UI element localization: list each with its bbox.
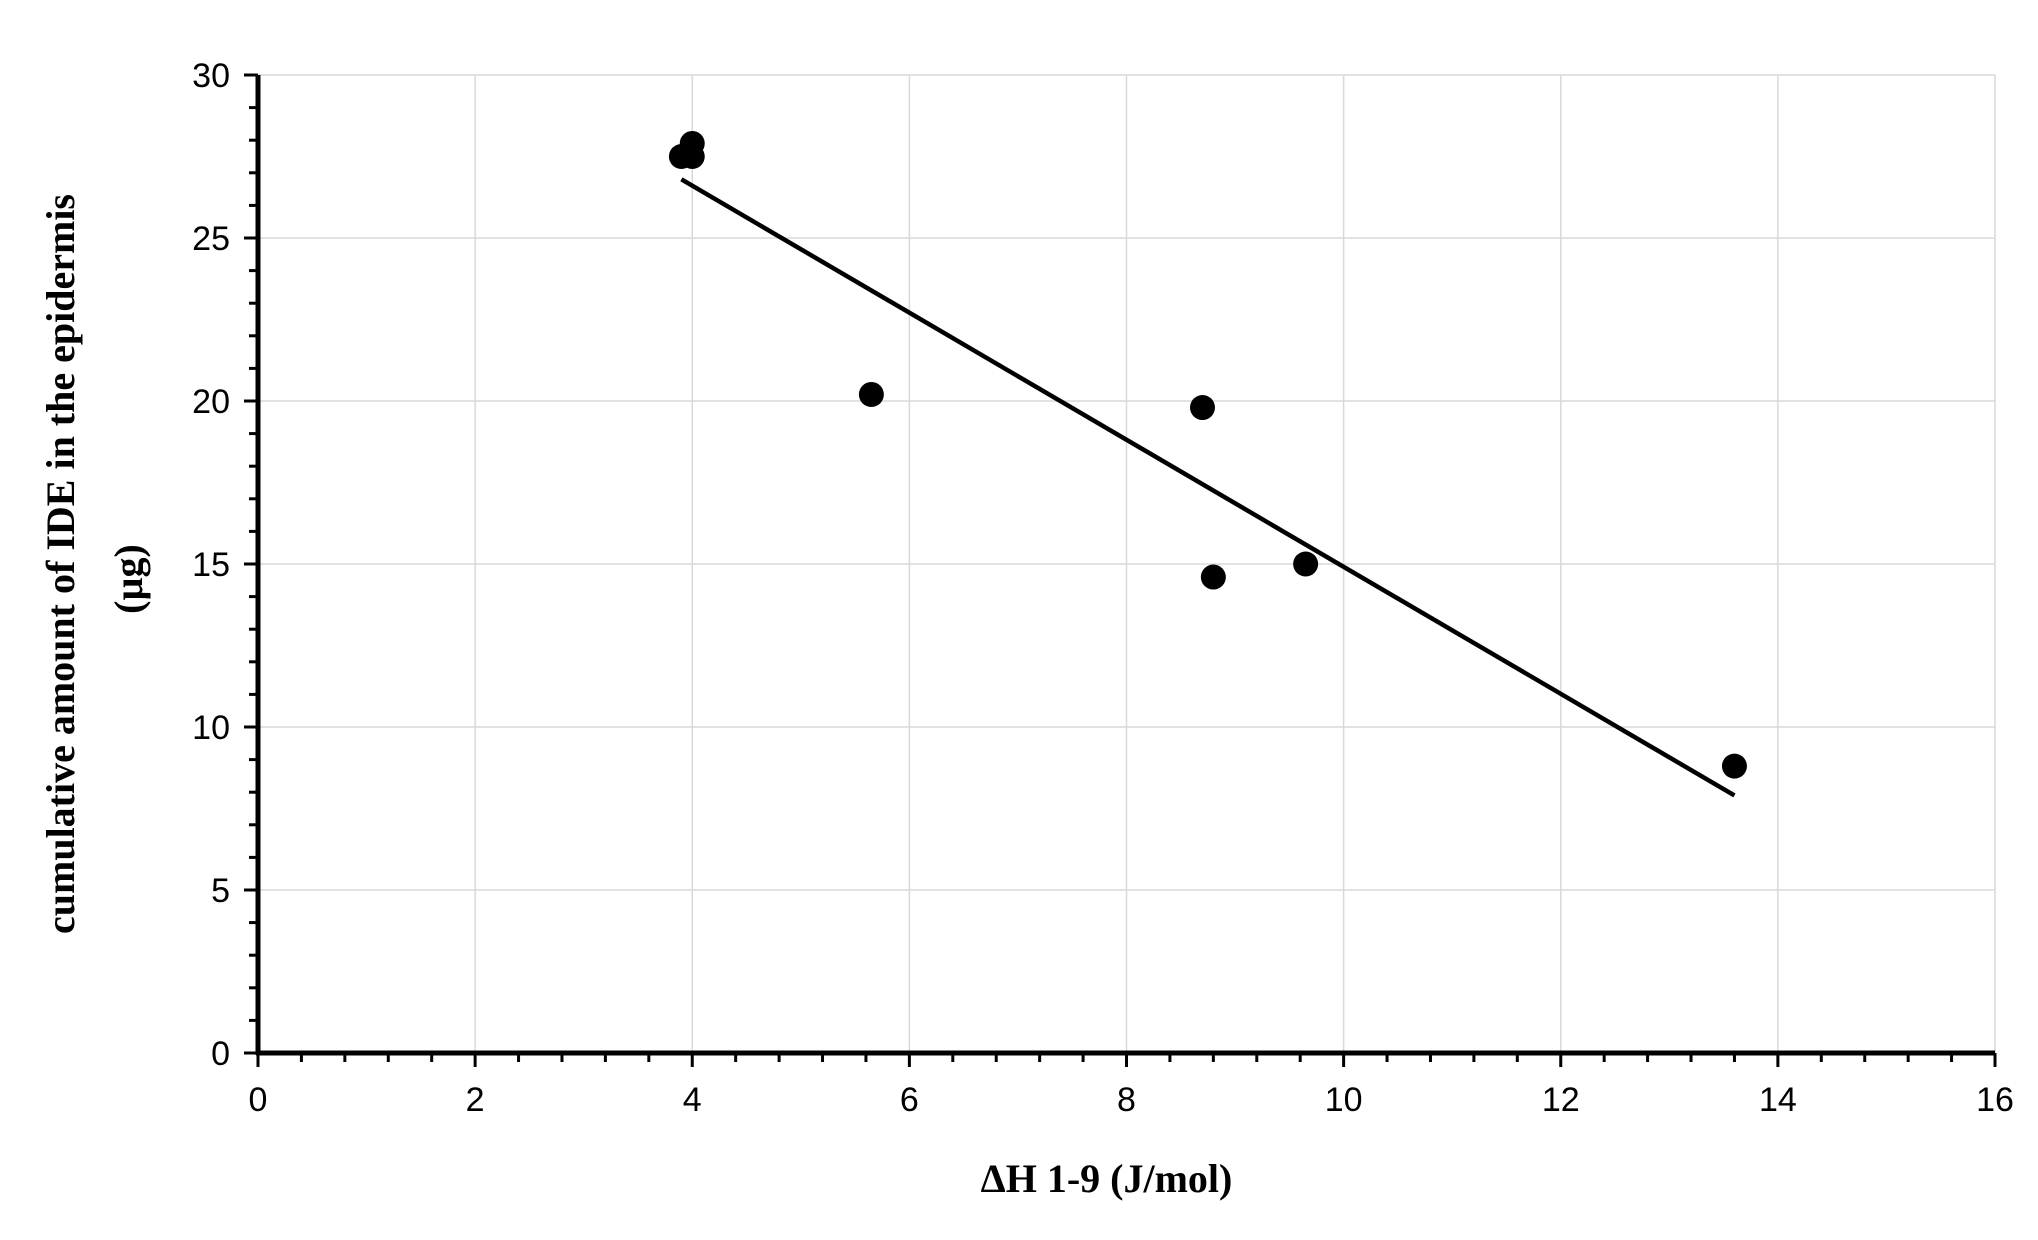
x-tick-label: 10 [1325, 1081, 1363, 1119]
data-point [1200, 564, 1226, 590]
trendline [680, 177, 1736, 798]
axis-titles: ΔH 1-9 (J/mol) cumulative amount of IDE … [38, 194, 1232, 1201]
x-tick-label: 0 [249, 1081, 268, 1119]
y-axis-title-line-2: (µg) [106, 544, 151, 614]
y-tick-label: 10 [192, 709, 230, 747]
y-tick-label: 15 [192, 546, 230, 584]
y-tick-label: 25 [192, 220, 230, 258]
data-point [1293, 551, 1319, 577]
trendline-group [680, 177, 1736, 798]
data-point [1189, 395, 1215, 421]
x-tick-label: 16 [1976, 1081, 2014, 1119]
tick-marks [244, 73, 1997, 1067]
y-tick-label: 30 [192, 57, 230, 95]
data-point [1721, 753, 1747, 779]
y-tick-label: 5 [211, 872, 230, 910]
grid-lines [258, 74, 1996, 1053]
y-axis-title-line-1: cumulative amount of IDE in the epidermi… [38, 194, 83, 934]
y-tick-label: 0 [211, 1035, 230, 1073]
data-points [668, 130, 1747, 779]
x-tick-label: 4 [683, 1081, 702, 1119]
axes [255, 75, 1995, 1056]
x-axis-title: ΔH 1-9 (J/mol) [981, 1156, 1233, 1201]
y-tick-label: 20 [192, 383, 230, 421]
data-point [858, 381, 884, 407]
x-tick-label: 6 [900, 1081, 919, 1119]
x-tick-label: 8 [1117, 1081, 1136, 1119]
data-point [679, 130, 705, 156]
x-tick-label: 2 [466, 1081, 485, 1119]
x-tick-label: 14 [1759, 1081, 1797, 1119]
x-tick-label: 12 [1542, 1081, 1580, 1119]
tick-labels: 0 2 4 6 8 10 12 14 16 0 5 10 15 20 25 30 [192, 57, 2014, 1119]
